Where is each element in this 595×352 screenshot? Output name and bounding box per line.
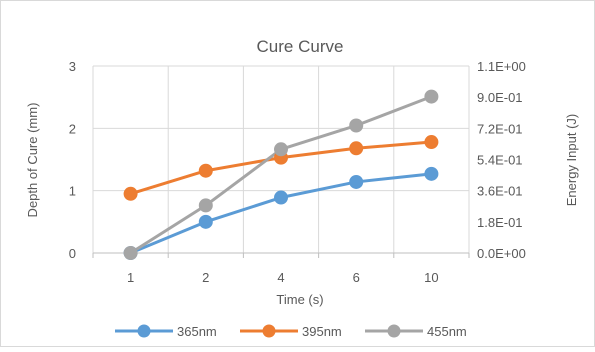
legend-swatch-marker (262, 324, 276, 338)
data-point-365nm (349, 174, 364, 189)
data-point-365nm (198, 214, 213, 229)
y-tick-label: 2 (69, 121, 76, 136)
y2-tick-label: 1.1E+00 (477, 59, 526, 74)
y2-tick-label: 9.0E-01 (477, 90, 523, 105)
legend-label: 365nm (177, 324, 217, 339)
data-point-455nm (349, 118, 364, 133)
y2-tick-label: 5.4E-01 (477, 153, 523, 168)
data-point-395nm (198, 163, 213, 178)
legend-entry-365nm: 365nm (115, 324, 217, 339)
data-point-395nm (123, 186, 138, 201)
data-point-455nm (424, 89, 439, 104)
y2-tick-label: 0.0E+00 (477, 246, 526, 261)
data-point-455nm (123, 246, 138, 260)
x-tick-label: 1 (127, 270, 134, 285)
chart-title: Cure Curve (257, 37, 344, 56)
legend: 365nm 395nm 455nm (115, 324, 467, 339)
legend-label: 455nm (427, 324, 467, 339)
axes: 0 1 2 3 0.0E+00 1.8E-01 3.6E-01 5.4E-01 7.2E-01 9… (69, 59, 526, 285)
y2-tick-label: 7.2E-01 (477, 121, 523, 136)
data-point-455nm (274, 142, 288, 157)
legend-entry-455nm: 455nm (365, 324, 467, 339)
data-point-395nm (424, 135, 439, 150)
legend-swatch-marker (387, 324, 401, 338)
data-point-455nm (198, 198, 213, 213)
x-tick-label: 4 (277, 270, 284, 285)
y2-axis-title: Energy Input (J) (564, 114, 579, 207)
data-point-395nm (349, 141, 364, 156)
x-tick-label: 2 (202, 270, 209, 285)
legend-label: 395nm (302, 324, 342, 339)
x-tick-label: 6 (353, 270, 360, 285)
y-axis-title: Depth of Cure (mm) (25, 103, 40, 218)
y-tick-label: 0 (69, 246, 76, 261)
x-axis-title: Time (s) (276, 292, 323, 307)
series-lines (123, 89, 439, 260)
legend-swatch-marker (137, 324, 151, 338)
data-point-365nm (274, 190, 288, 205)
y-tick-label: 3 (69, 59, 76, 74)
y2-tick-label: 1.8E-01 (477, 215, 523, 230)
data-point-365nm (424, 166, 439, 181)
y2-tick-label: 3.6E-01 (477, 184, 523, 199)
x-tick-label: 10 (424, 270, 438, 285)
legend-entry-395nm: 395nm (240, 324, 342, 339)
gridlines (92, 65, 470, 253)
y-tick-label: 1 (69, 184, 76, 199)
